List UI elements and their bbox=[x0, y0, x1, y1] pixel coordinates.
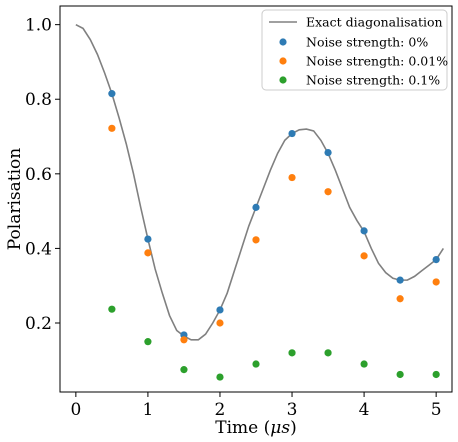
legend-label: Noise strength: 0% bbox=[306, 35, 428, 50]
plot-area bbox=[75, 23, 445, 381]
x-tick-label: 0 bbox=[70, 400, 81, 420]
exact-diagonalisation-line bbox=[75, 23, 445, 341]
point-series-1 bbox=[180, 336, 188, 344]
point-series-1 bbox=[216, 319, 224, 327]
y-axis-label: Polarisation bbox=[5, 148, 25, 250]
x-axis-label: Time (μs) bbox=[215, 418, 296, 438]
legend-dot-swatch bbox=[279, 57, 287, 65]
y-tick-label: 1.0 bbox=[25, 16, 52, 36]
legend-dot-swatch bbox=[279, 76, 287, 84]
point-series-1 bbox=[144, 249, 152, 257]
point-series-2 bbox=[288, 349, 296, 357]
x-tick-label: 4 bbox=[359, 400, 370, 420]
point-series-2 bbox=[252, 360, 260, 368]
legend-label: Noise strength: 0.01% bbox=[306, 54, 448, 69]
point-series-0 bbox=[432, 256, 440, 264]
point-series-0 bbox=[360, 227, 368, 235]
series-2 bbox=[108, 305, 440, 381]
legend-label: Noise strength: 0.1% bbox=[306, 73, 440, 88]
point-series-2 bbox=[324, 349, 332, 357]
legend: Exact diagonalisation Noise strength: 0% N… bbox=[261, 9, 448, 91]
legend-dot-swatch bbox=[279, 38, 287, 46]
point-series-1 bbox=[432, 278, 440, 286]
point-series-0 bbox=[252, 203, 260, 211]
point-series-2 bbox=[432, 370, 440, 379]
point-series-1 bbox=[396, 295, 404, 303]
point-series-2 bbox=[396, 370, 404, 379]
point-series-2 bbox=[216, 373, 224, 381]
y-tick-label: 0.4 bbox=[25, 239, 52, 259]
point-series-2 bbox=[180, 366, 188, 374]
x-tick-label: 3 bbox=[287, 400, 298, 420]
legend-label: Exact diagonalisation bbox=[306, 15, 443, 30]
series-0 bbox=[108, 90, 440, 339]
point-series-0 bbox=[144, 235, 152, 243]
x-tick-label: 1 bbox=[142, 400, 153, 420]
point-series-0 bbox=[324, 148, 332, 157]
y-tick-label: 0.6 bbox=[25, 165, 52, 185]
point-series-0 bbox=[288, 129, 296, 138]
point-series-1 bbox=[324, 188, 332, 196]
point-series-0 bbox=[216, 306, 224, 314]
plot-frame bbox=[59, 5, 453, 393]
point-series-1 bbox=[108, 124, 116, 132]
point-series-1 bbox=[288, 173, 296, 182]
point-series-1 bbox=[360, 252, 368, 260]
point-series-0 bbox=[396, 276, 404, 284]
point-series-2 bbox=[108, 305, 116, 313]
point-series-0 bbox=[108, 90, 116, 98]
legend-box bbox=[261, 9, 448, 91]
x-tick-label: 2 bbox=[215, 400, 226, 420]
x-tick-label: 5 bbox=[431, 400, 442, 420]
y-tick-label: 0.2 bbox=[25, 314, 52, 334]
point-series-2 bbox=[144, 338, 152, 346]
series-1 bbox=[108, 124, 440, 344]
axis-ticks: 0 1 2 3 4 5 0.2 0.4 0.6 0.8 1.0 bbox=[25, 16, 442, 420]
y-tick-label: 0.8 bbox=[25, 90, 52, 110]
point-series-1 bbox=[252, 236, 260, 244]
point-series-2 bbox=[360, 360, 368, 368]
